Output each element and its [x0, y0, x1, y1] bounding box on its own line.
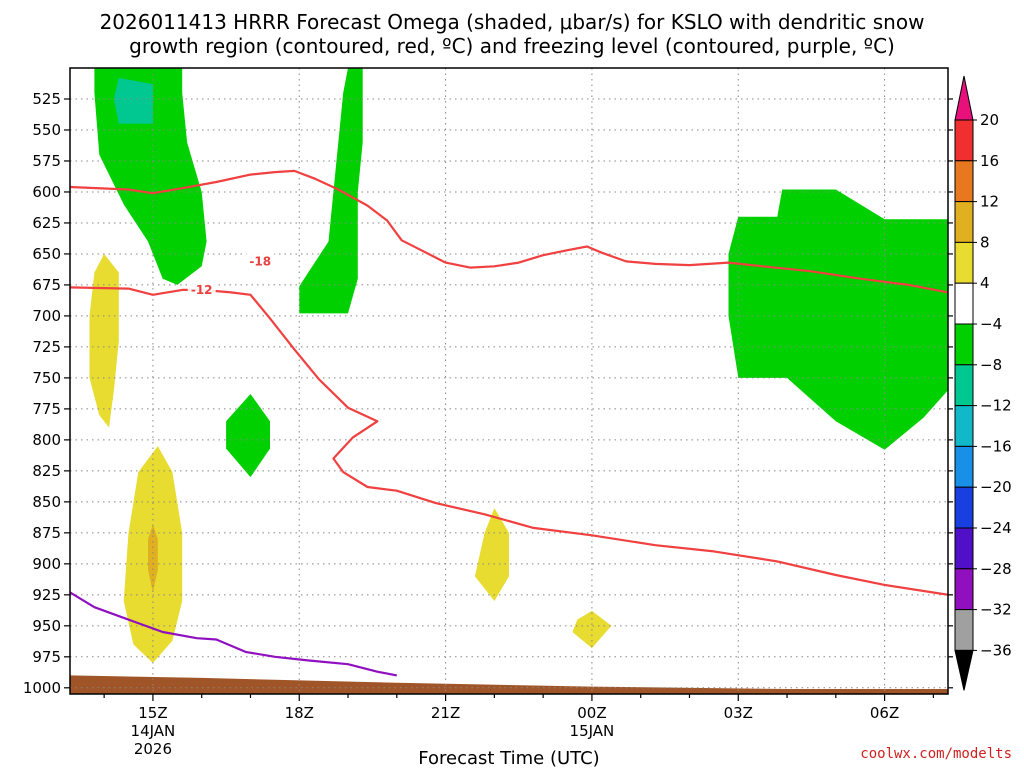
omega-region-4 — [728, 189, 948, 450]
chart-title-line2: growth region (contoured, red, ºC) and f… — [129, 34, 895, 58]
colorbar-label-4: 4 — [980, 274, 990, 292]
colorbar-segment-11 — [954, 527, 974, 570]
colorbar-top-triangle — [954, 75, 974, 121]
y-tick-label-900: 900 — [32, 555, 61, 573]
colorbar-label-7: −12 — [980, 397, 1012, 415]
colorbar-segment-3 — [954, 201, 974, 243]
terrain-fill — [70, 675, 948, 694]
omega-region-3 — [226, 394, 270, 478]
omega-region-1 — [113, 77, 153, 124]
y-tick-label-1000: 1000 — [23, 679, 61, 697]
terrain-area — [70, 675, 948, 694]
y-tick-label-700: 700 — [32, 307, 61, 325]
y-tick-label-600: 600 — [32, 183, 61, 201]
colorbar-legend: 20 16 12 8 4 −4 −8 −12 −16 −20 −24 −28 −32 −36 — [954, 75, 1012, 691]
y-tick-label-775: 775 — [32, 400, 61, 418]
colorbar-bottom-triangle — [954, 649, 974, 691]
colorbar-segment-13 — [954, 609, 974, 651]
colorbar-label-3: 8 — [980, 233, 990, 251]
y-tick-label-825: 825 — [32, 462, 61, 480]
y-tick-label-925: 925 — [32, 586, 61, 604]
colorbar-label-6: −8 — [980, 356, 1002, 374]
x-tick-label-30-0: 06Z — [870, 704, 899, 722]
colorbar-label-13: −36 — [980, 641, 1012, 659]
colorbar-segment-5 — [954, 282, 974, 325]
colorbar-label-5: −4 — [980, 315, 1002, 333]
y-tick-label-950: 950 — [32, 617, 61, 635]
colorbar-segment-7 — [954, 364, 974, 407]
y-tick-label-875: 875 — [32, 524, 61, 542]
colorbar-label-12: −32 — [980, 601, 1012, 619]
colorbar-label-10: −24 — [980, 519, 1012, 537]
x-tick-label-15-2: 2026 — [134, 740, 172, 758]
y-tick-label-650: 650 — [32, 245, 61, 263]
y-tick-label-550: 550 — [32, 121, 61, 139]
colorbar-label-2: 12 — [980, 193, 999, 211]
omega-shading — [89, 68, 948, 663]
colorbar-label-0: 20 — [980, 111, 999, 129]
contour-line-0 — [70, 169, 948, 294]
colorbar-segment-2 — [954, 160, 974, 203]
x-tick-label-15-0: 15Z — [138, 704, 167, 722]
y-tick-label-725: 725 — [32, 338, 61, 356]
colorbar-label-11: −28 — [980, 560, 1012, 578]
omega-region-5 — [89, 253, 119, 428]
x-tick-label-24-1: 15JAN — [570, 722, 615, 740]
y-tick-label-850: 850 — [32, 493, 61, 511]
colorbar-segment-10 — [954, 486, 974, 529]
x-axis-label: Forecast Time (UTC) — [418, 748, 599, 768]
x-tick-label-18-0: 18Z — [285, 704, 314, 722]
contour-line-2 — [70, 591, 398, 677]
contour-label-bg-0 — [246, 253, 275, 268]
colorbar-segment-9 — [954, 445, 974, 488]
contour-label-1: -12 — [191, 283, 213, 297]
credit-text: coolwx.com/modelts — [860, 746, 1012, 762]
contour-lines: -18 -12 — [70, 169, 948, 677]
y-tick-label-575: 575 — [32, 152, 61, 170]
colorbar-segment-4 — [954, 241, 974, 284]
omega-region-8 — [474, 508, 509, 601]
y-tick-label-800: 800 — [32, 431, 61, 449]
colorbar-label-1: 16 — [980, 152, 999, 170]
omega-region-2 — [299, 68, 363, 314]
plot-area: -18 -12 525 550 575 600 625 650 675 700 725 750 775… — [23, 67, 953, 758]
y-tick-label-675: 675 — [32, 276, 61, 294]
contour-label-bg-1 — [187, 281, 216, 296]
x-tick-label-21-0: 21Z — [431, 704, 460, 722]
colorbar-segment-6 — [954, 323, 974, 366]
colorbar-segment-1 — [954, 119, 974, 162]
colorbar-segment-12 — [954, 568, 974, 611]
x-tick-label-24-0: 00Z — [577, 704, 606, 722]
x-tick-label-15-1: 14JAN — [131, 722, 176, 740]
grid-lines — [70, 68, 948, 694]
x-tick-label-27-0: 03Z — [724, 704, 753, 722]
y-tick-label-750: 750 — [32, 369, 61, 387]
colorbar-label-9: −20 — [980, 478, 1012, 496]
plot-frame — [69, 67, 949, 695]
colorbar-label-8: −16 — [980, 437, 1012, 455]
y-tick-label-525: 525 — [32, 90, 61, 108]
y-axis: 525 550 575 600 625 650 675 700 725 750 775 800 825 8… — [23, 90, 953, 697]
y-tick-label-975: 975 — [32, 648, 61, 666]
chart-title-line1: 2026011413 HRRR Forecast Omega (shaded, … — [100, 10, 925, 34]
colorbar-segment-8 — [954, 405, 974, 447]
y-tick-label-625: 625 — [32, 214, 61, 232]
contour-label-0: -18 — [249, 254, 271, 268]
